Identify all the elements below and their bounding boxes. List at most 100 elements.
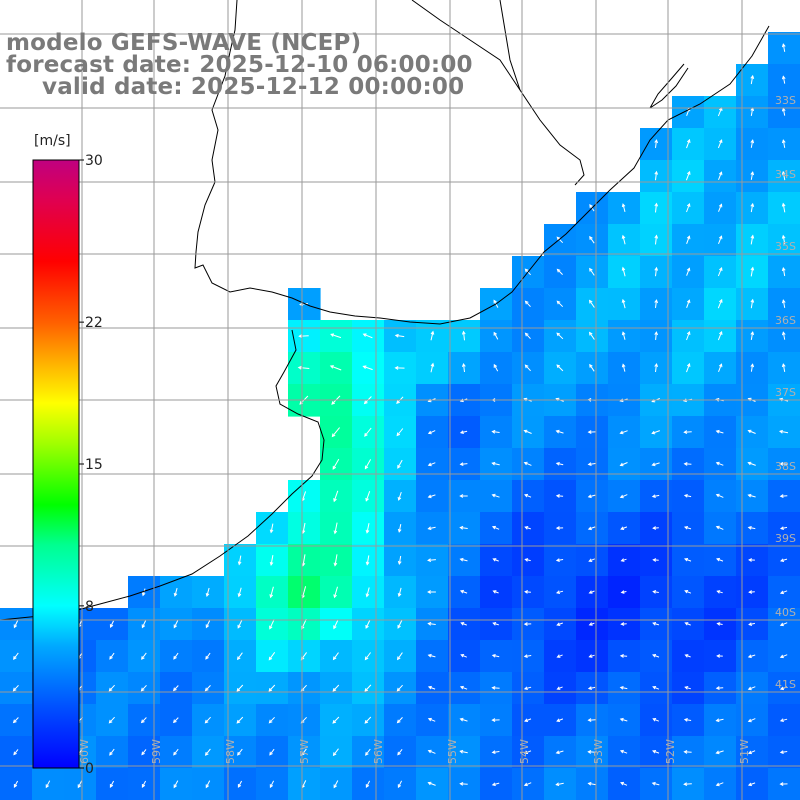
wind-arrow-head	[205, 655, 209, 660]
wind-arrow-head	[779, 718, 784, 722]
wind-arrow-head	[555, 782, 560, 787]
wind-arrow-head	[459, 685, 464, 690]
latitude-label: 37S	[775, 386, 796, 399]
wind-arrow-head	[397, 656, 401, 661]
wind-arrow-head	[523, 461, 528, 466]
wind-arrow	[302, 522, 306, 534]
wind-arrow	[716, 526, 724, 530]
wind-arrow-head	[684, 686, 689, 690]
wind-arrow	[717, 139, 723, 149]
wind-arrow	[332, 458, 340, 470]
wind-arrow	[302, 554, 306, 566]
wind-arrow-head	[683, 718, 688, 722]
wind-arrow-head	[236, 656, 241, 661]
wind-arrow	[460, 686, 468, 690]
wind-arrow-head	[716, 590, 721, 594]
wind-arrow	[460, 718, 468, 722]
wind-arrow-head	[654, 170, 659, 175]
wind-arrow	[330, 333, 342, 339]
wind-arrow-head	[651, 781, 656, 786]
wind-arrow	[428, 462, 436, 466]
wind-arrow-head	[589, 299, 593, 304]
wind-arrow-head	[397, 592, 402, 598]
wind-arrow-head	[778, 429, 783, 434]
wind-arrow-head	[621, 331, 626, 336]
wind-arrow-head	[268, 656, 273, 661]
wind-arrow	[109, 748, 115, 756]
wind-arrow	[780, 495, 788, 497]
wind-arrow-head	[205, 624, 210, 629]
wind-arrow-head	[715, 429, 720, 434]
wind-arrow	[364, 652, 372, 660]
wind-arrow-head	[269, 529, 274, 534]
wind-arrow-head	[269, 625, 273, 630]
wind-arrow-head	[747, 526, 752, 530]
wind-arrow	[620, 782, 628, 786]
wind-arrow-head	[619, 749, 624, 754]
wind-arrow-head	[750, 331, 755, 336]
wind-arrow-head	[715, 397, 720, 402]
latitude-label: 36S	[775, 314, 796, 327]
wind-arrow-head	[683, 430, 688, 434]
wind-arrow	[620, 718, 628, 722]
wind-arrow	[717, 299, 723, 309]
wind-arrow	[556, 750, 564, 754]
wind-arrow-head	[204, 687, 209, 692]
wind-arrow	[782, 44, 786, 52]
longitude-label: 54W	[518, 739, 531, 764]
coastline-north	[194, 0, 770, 325]
wind-arrow	[364, 716, 372, 724]
wind-arrow	[717, 331, 723, 341]
wind-arrow	[780, 686, 788, 690]
wind-arrow-head	[748, 558, 753, 562]
wind-arrow-head	[173, 655, 177, 660]
wind-arrow	[205, 716, 211, 724]
wind-arrow-head	[491, 782, 496, 787]
wind-arrow-head	[718, 298, 723, 303]
wind-arrow-head	[718, 139, 723, 144]
wind-arrow-head	[587, 781, 592, 786]
wind-arrow-head	[268, 687, 273, 692]
wind-arrow-head	[365, 529, 370, 534]
wind-arrow	[556, 462, 564, 466]
wind-arrow	[524, 494, 532, 498]
wind-arrow	[428, 623, 436, 625]
wind-arrow-head	[781, 170, 786, 175]
wind-arrow	[237, 652, 243, 660]
wind-arrow-head	[686, 267, 691, 272]
wind-arrow-head	[620, 590, 625, 594]
wind-arrow	[301, 491, 307, 501]
wind-arrow-head	[588, 622, 593, 626]
wind-arrow	[525, 332, 531, 340]
colorbar-tick-label: 0	[85, 761, 94, 777]
wind-arrow-head	[269, 784, 274, 789]
wind-arrow	[13, 780, 19, 788]
wind-arrow-head	[141, 784, 146, 788]
wind-arrow-head	[684, 622, 689, 626]
wind-arrow-head	[556, 622, 561, 626]
wind-arrow	[77, 780, 83, 788]
wind-arrow	[622, 235, 626, 245]
wind-arrow-head	[587, 526, 592, 531]
wind-arrow-head	[587, 430, 592, 434]
wind-arrow	[364, 459, 372, 469]
wind-arrow	[782, 76, 786, 84]
wind-arrow	[45, 780, 51, 788]
wind-arrow-head	[718, 235, 723, 240]
wind-arrow	[750, 267, 754, 277]
wind-arrow	[622, 332, 626, 340]
wind-arrow-head	[459, 782, 464, 786]
wind-arrow	[300, 302, 308, 306]
wind-arrow	[141, 780, 147, 788]
wind-arrow-head	[683, 462, 688, 466]
wind-arrow-head	[333, 594, 337, 599]
wind-arrow-head	[13, 624, 18, 629]
wind-arrow-head	[654, 299, 659, 304]
wind-arrow	[173, 620, 179, 628]
wind-arrow	[173, 652, 179, 660]
wind-arrow-head	[332, 719, 337, 724]
longitude-label: 51W	[738, 739, 751, 764]
latitude-label: 40S	[775, 606, 796, 619]
wind-arrow	[748, 654, 756, 658]
wind-arrow	[13, 749, 19, 755]
